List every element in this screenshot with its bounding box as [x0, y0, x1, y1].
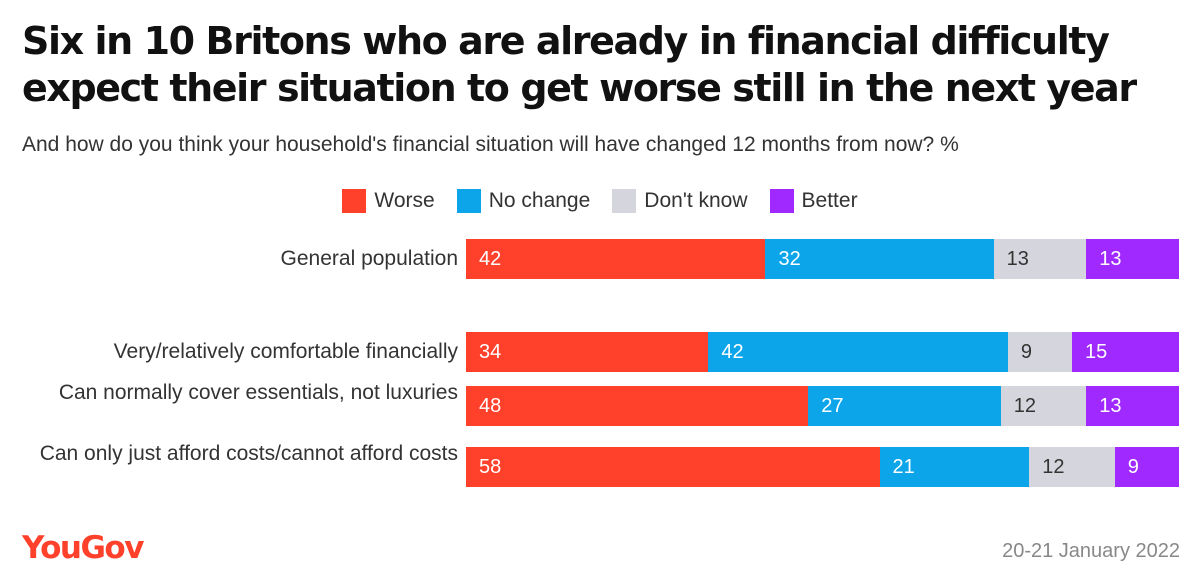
legend-label: Don't know: [644, 189, 748, 212]
bar-segment: 42: [466, 239, 766, 279]
legend-swatch: [342, 189, 367, 213]
bar-segment: 12: [1000, 386, 1087, 426]
data-label: 21: [892, 456, 915, 478]
legend-item: No change: [456, 189, 591, 213]
bar-segment: 21: [879, 447, 1030, 487]
category-label: Can only just afford costs/cannot afford…: [39, 442, 458, 465]
legend-swatch: [612, 189, 637, 213]
legend-label: Worse: [374, 189, 435, 212]
bar-row: 58 21 12 9: [466, 447, 1179, 487]
bar-segment: 27: [808, 386, 1001, 426]
bar-row: 48 27 12 13: [466, 386, 1179, 426]
data-label: 34: [479, 341, 502, 363]
bar-row: 34 42 9 15: [466, 332, 1179, 372]
data-label: 58: [479, 456, 502, 478]
bar-segment: 58: [466, 447, 880, 487]
data-label: 15: [1085, 341, 1108, 363]
fieldwork-date: 20-21 January 2022: [1002, 540, 1180, 562]
data-label: 48: [479, 395, 502, 417]
data-label: 9: [1020, 341, 1032, 363]
data-label: 42: [721, 341, 744, 363]
bar-segment: 9: [1007, 332, 1073, 372]
bar-segment: 13: [993, 239, 1087, 279]
legend-item: Better: [769, 189, 858, 213]
data-label: 13: [1099, 248, 1122, 270]
legend-swatch: [456, 189, 481, 213]
category-label: General population: [280, 247, 458, 270]
data-label: 13: [1006, 248, 1029, 270]
legend-label: No change: [488, 189, 591, 212]
category-label: Can normally cover essentials, not luxur…: [58, 381, 458, 404]
legend-item: Worse: [342, 189, 435, 213]
data-label: 9: [1127, 456, 1139, 478]
bar-segment: 32: [765, 239, 994, 279]
bar-segment: 12: [1029, 447, 1115, 487]
category-label: Very/relatively comfortable financially: [113, 340, 458, 363]
bar-segment: 48: [466, 386, 809, 426]
data-label: 12: [1013, 395, 1036, 417]
bar-segment: 34: [466, 332, 709, 372]
data-label: 32: [778, 248, 801, 270]
bar-segment: 15: [1072, 332, 1179, 372]
chart-title: Six in 10 Britons who are already in fin…: [22, 19, 1137, 110]
data-label: 42: [479, 248, 502, 270]
bar-segment: 9: [1114, 447, 1179, 487]
legend-item: Don't know: [612, 189, 748, 213]
legend-label: Better: [801, 189, 858, 212]
bar-segment: 13: [1086, 386, 1179, 426]
data-label: 13: [1099, 395, 1122, 417]
bar-segment: 42: [708, 332, 1008, 372]
bar-row: 42 32 13 13: [466, 239, 1179, 279]
data-label: 12: [1042, 456, 1065, 478]
chart-legend: Worse No change Don't know Better: [0, 186, 1200, 216]
bar-segment: 13: [1086, 239, 1179, 279]
legend-swatch: [769, 189, 794, 213]
chart-subtitle: And how do you think your household's fi…: [22, 133, 959, 156]
yougov-logo: YouGov: [22, 530, 144, 566]
data-label: 27: [821, 395, 844, 417]
